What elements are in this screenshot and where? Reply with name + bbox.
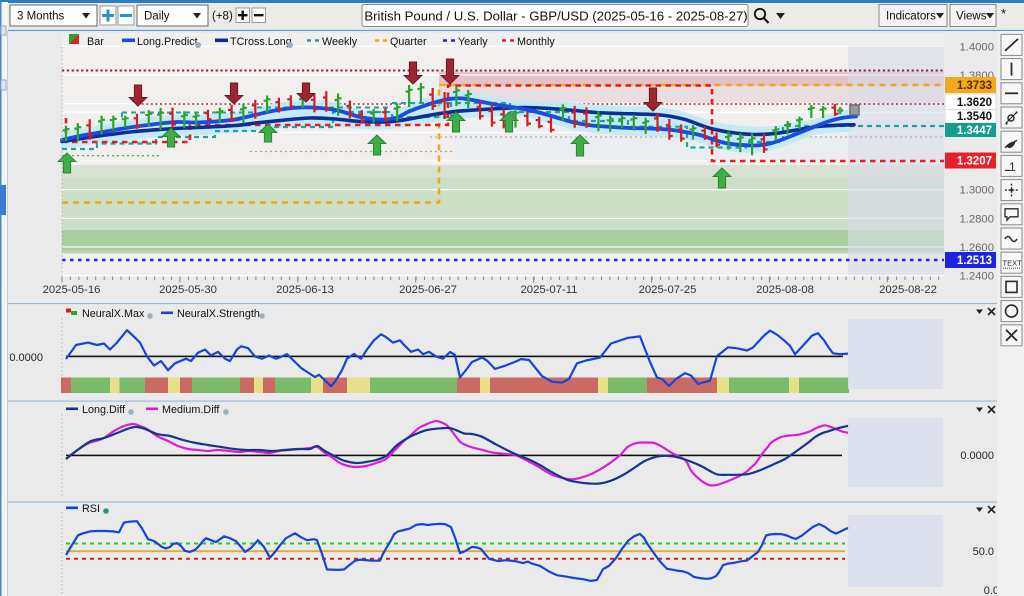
svg-text:2025-05-30: 2025-05-30 bbox=[159, 284, 217, 296]
svg-text:1: 1 bbox=[1009, 160, 1016, 174]
svg-text:Indicators: Indicators bbox=[886, 11, 936, 23]
svg-text:Views: Views bbox=[956, 11, 987, 23]
svg-text:2025-06-13: 2025-06-13 bbox=[276, 284, 334, 296]
svg-text:1.3733: 1.3733 bbox=[957, 80, 992, 92]
svg-text:2025-07-25: 2025-07-25 bbox=[639, 284, 697, 296]
svg-text:1.3620: 1.3620 bbox=[957, 97, 992, 109]
svg-text:1.2400: 1.2400 bbox=[959, 271, 994, 283]
svg-text:RSI: RSI bbox=[82, 503, 100, 515]
svg-text:0.0000: 0.0000 bbox=[960, 450, 994, 462]
svg-text:1.2600: 1.2600 bbox=[959, 242, 994, 254]
svg-text:1.3000: 1.3000 bbox=[959, 185, 994, 197]
svg-text:Yearly: Yearly bbox=[458, 36, 488, 48]
svg-text:TCross.Long: TCross.Long bbox=[230, 36, 292, 48]
svg-text:2025-07-11: 2025-07-11 bbox=[521, 284, 578, 296]
svg-text:Daily: Daily bbox=[144, 11, 170, 23]
svg-text:1.3540: 1.3540 bbox=[957, 111, 992, 123]
svg-text:50.0: 50.0 bbox=[973, 546, 994, 558]
svg-text:NeuralX.Max: NeuralX.Max bbox=[82, 308, 145, 320]
svg-text:1.4000: 1.4000 bbox=[959, 41, 994, 53]
svg-text:(+8): (+8) bbox=[212, 11, 233, 23]
svg-text:3 Months: 3 Months bbox=[17, 11, 65, 23]
svg-text:*: * bbox=[1001, 6, 1006, 21]
svg-text:1.2513: 1.2513 bbox=[957, 255, 992, 267]
svg-text:1.3447: 1.3447 bbox=[957, 125, 992, 137]
svg-text:NeuralX.Strength: NeuralX.Strength bbox=[177, 308, 260, 320]
svg-text:Bar: Bar bbox=[87, 36, 104, 48]
svg-text:1.3207: 1.3207 bbox=[957, 156, 992, 168]
svg-text:1.2800: 1.2800 bbox=[959, 213, 994, 225]
svg-text:2025-06-27: 2025-06-27 bbox=[399, 284, 457, 296]
svg-text:Weekly: Weekly bbox=[322, 36, 358, 48]
svg-text:2025-08-22: 2025-08-22 bbox=[879, 284, 937, 296]
svg-text:2025-08-08: 2025-08-08 bbox=[756, 284, 814, 296]
svg-text:Long.Predict: Long.Predict bbox=[137, 36, 198, 48]
svg-text:0.0000: 0.0000 bbox=[9, 352, 43, 364]
svg-text:Medium.Diff: Medium.Diff bbox=[162, 404, 220, 416]
svg-text:Monthly: Monthly bbox=[517, 36, 555, 48]
svg-text:TEXT: TEXT bbox=[1003, 259, 1023, 268]
svg-text:British Pound / U.S. Dollar -: British Pound / U.S. Dollar - GBP/USD (2… bbox=[364, 9, 747, 24]
svg-text:Quarter: Quarter bbox=[390, 36, 427, 48]
svg-text:Long.Diff: Long.Diff bbox=[82, 404, 126, 416]
svg-text:0.0: 0.0 bbox=[984, 585, 999, 596]
svg-text:2025-05-16: 2025-05-16 bbox=[43, 284, 101, 296]
